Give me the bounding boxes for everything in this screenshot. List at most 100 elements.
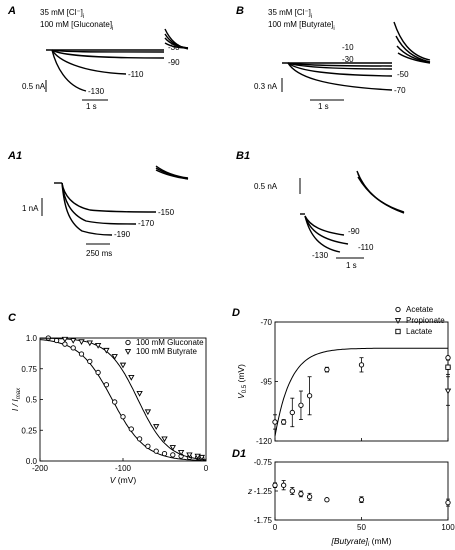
chart-c-ytick-label: 0.25 [21, 426, 37, 435]
chart-c-ytick-label: 1.0 [26, 334, 38, 343]
panel-a-trace-4 [51, 49, 87, 92]
panel-a-condition-1: 35 mM [Cl⁻]i [40, 8, 84, 20]
panel-b-label: B [236, 5, 244, 17]
chart-d1-point-8 [445, 499, 451, 506]
panel-b1-voltage-1: -90 [348, 227, 360, 236]
panel-b-trace-2 [287, 62, 393, 70]
panel-d1-label: D1 [232, 448, 246, 460]
chart-d-point-butyrate-4 [298, 402, 304, 408]
chart-c-frame [39, 337, 207, 462]
chart-d1-ytick-label: -1.75 [254, 516, 273, 525]
chart-c-ylabel-sub: max [16, 387, 22, 399]
panel-a1-trace-2 [61, 182, 137, 225]
chart-d-point-propionate-1 [444, 388, 452, 395]
chart-c-point-s2-13 [161, 436, 168, 443]
chart-c-point-s1-16 [170, 452, 176, 458]
chart-c-point-s2-18 [198, 454, 206, 461]
chart-c-point-s2-7 [111, 354, 118, 360]
chart-d1-xlabel-main: [Butyrate] [331, 536, 369, 546]
panel-a1-tail-3 [155, 169, 189, 180]
chart-d-point-butyrate-3 [289, 409, 295, 416]
chart-d-point-acetate-1 [445, 355, 451, 361]
chart-d1-ytick-label: -1.25 [254, 487, 273, 496]
chart-c-point-s1-11 [128, 426, 134, 432]
panel-a-traces [45, 28, 189, 101]
panel-b1-trace-2 [304, 215, 349, 245]
panel-a-cond2-sub: i [112, 26, 113, 32]
panel-a: A 35 mM [Cl⁻]i 100 mM [Gluconate]i -30 -… [7, 5, 189, 111]
panel-b-trace-4 [287, 62, 393, 91]
chart-c-ytick-label: 0.5 [26, 396, 38, 405]
panel-b-tail-4 [397, 52, 431, 64]
chart-d1-xlabel-sub: i [368, 542, 370, 548]
panel-b1-label: B1 [236, 150, 250, 162]
chart-d-ylabel-sub: 0.5 [242, 384, 248, 393]
chart-d-ylabel: V0.5 (mV) [236, 364, 248, 399]
panel-a-tail-4 [164, 42, 189, 49]
chart-d-ytick-label: -70 [260, 318, 272, 327]
panel-d: D -120 -95 -70 V0.5 (mV) Acetate Propionate La… [232, 305, 452, 446]
panel-d1: D1 -1.75 -1.25 -0.75 0 50 100 [Butyrate]i (mM)… [232, 448, 455, 548]
chart-d1-xtick-label: 50 [357, 523, 366, 532]
chart-d1-ylabel: z [247, 486, 253, 496]
chart-c-plot: 0.0 0.25 0.5 0.75 1.0 -200 -100 0 V (mV) I / Imax… [10, 334, 209, 485]
chart-d-fit [274, 347, 448, 437]
chart-d-legend-label-1: Acetate [406, 305, 434, 314]
panel-a-label: A [7, 5, 16, 17]
chart-c-point-s2-6 [103, 347, 110, 354]
panel-b-cond2-text: 100 mM [Butyrate] [268, 20, 333, 29]
panel-a1-traces [41, 165, 189, 245]
panel-c: C 0.0 0.25 0.5 0.75 1.0 -200 -100 0 V (mV) I / Im… [8, 312, 209, 485]
chart-d1-point-2 [280, 482, 287, 488]
panel-b-voltage-1: -10 [342, 43, 354, 52]
chart-d-legend-label-2: Propionate [406, 316, 445, 325]
panel-b-cond1-sub: i [311, 14, 312, 20]
panel-b1-traces [299, 170, 405, 259]
chart-d-ylabel-unit: (mV) [236, 364, 246, 385]
chart-d1-point-7 [358, 497, 365, 503]
chart-c-point-s1-6 [87, 358, 93, 365]
panel-b-condition-1: 35 mM [Cl⁻]i [268, 8, 312, 20]
panel-b-tail-3 [396, 45, 431, 63]
chart-d-point-lactate-1 [445, 364, 451, 370]
chart-c-xlabel-unit: (mV) [115, 475, 136, 485]
chart-c-point-s2-10 [136, 390, 143, 397]
chart-c-xtick-label: 0 [204, 464, 209, 473]
chart-c-point-s2-2 [70, 338, 77, 344]
chart-d1-xtick-label: 0 [273, 523, 278, 532]
chart-d-point-butyrate-7 [358, 362, 365, 368]
panel-d-label: D [232, 307, 240, 319]
chart-d-legend-marker-1 [395, 306, 401, 313]
panel-b-cond2-sub: i [333, 26, 334, 32]
chart-c-legend-marker-1 [125, 339, 131, 346]
chart-d1-point-6 [324, 497, 330, 503]
panel-b1-scale-time: 1 s [346, 261, 357, 270]
chart-d-legend-marker-3 [395, 328, 401, 335]
chart-c-point-s2-14 [169, 445, 176, 451]
chart-c-point-s1-12 [136, 436, 143, 442]
chart-c-point-s1-9 [112, 399, 118, 405]
chart-c-legend-label-1: 100 mM Gluconate [136, 338, 204, 347]
panel-b: B 35 mM [Cl⁻]i 100 mM [Butyrate]i -10 -3… [236, 5, 431, 111]
chart-c-point-s2-8 [119, 362, 127, 369]
panel-b-voltage-3: -50 [397, 70, 409, 79]
panel-b-voltage-4: -70 [394, 86, 406, 95]
chart-d1-xlabel-unit: (mM) [369, 536, 391, 546]
chart-c-ytick-label: 0.75 [21, 365, 37, 374]
chart-c-point-s1-10 [120, 414, 126, 420]
chart-c-point-s2-4 [86, 340, 93, 347]
chart-c-point-s2-15 [177, 450, 185, 456]
panel-b1-tail-3 [357, 176, 405, 214]
panel-b1-voltage-3: -130 [312, 251, 329, 260]
chart-c-ylabel-main: I / I [10, 399, 20, 411]
chart-c-point-s1-7 [95, 369, 101, 376]
panel-a-scale-current: 0.5 nA [22, 82, 46, 91]
panel-a-cond1-text: 35 mM [Cl⁻] [40, 8, 83, 17]
panel-b1-trace-3 [304, 215, 341, 253]
chart-d1-xlabel: [Butyrate]i (mM) [331, 536, 392, 548]
panel-a-trace-2 [51, 49, 165, 59]
chart-c-point-s2-3 [78, 339, 85, 346]
panel-b-tail-1 [393, 21, 431, 61]
chart-d-point-butyrate-5 [306, 393, 313, 399]
chart-c-xtick-label: -200 [32, 464, 49, 473]
